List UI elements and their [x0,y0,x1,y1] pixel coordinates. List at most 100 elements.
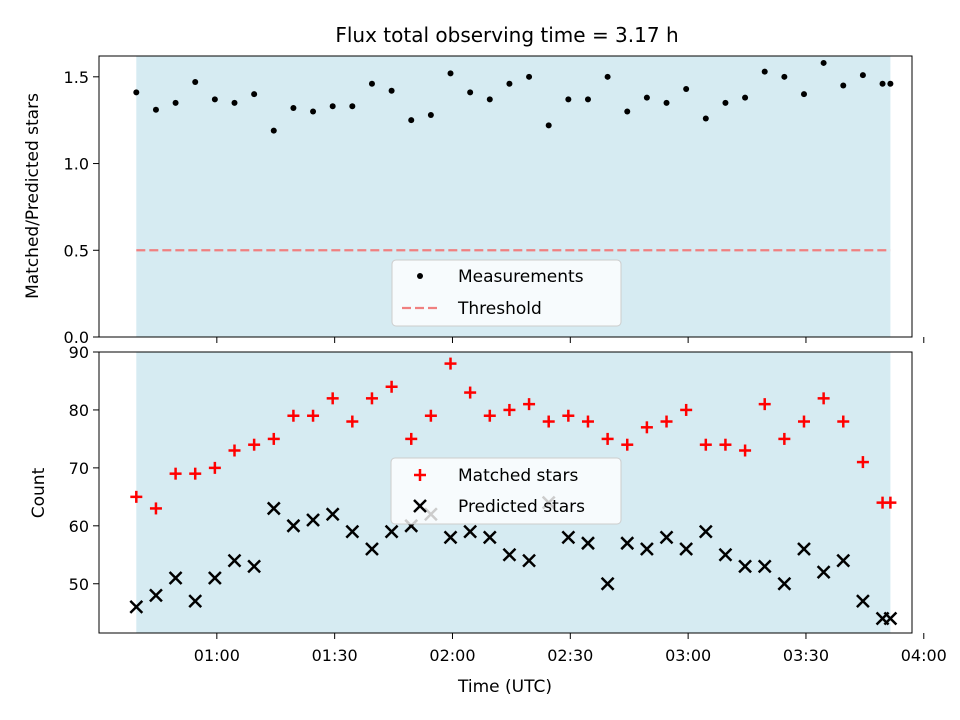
matched-star-point [523,398,536,411]
predicted-star-point [816,565,831,580]
matched-star-point [208,461,221,474]
measurement-point [368,80,375,87]
predicted-star-point [247,559,262,574]
measurement-point [172,99,179,106]
predicted-star-point [797,542,811,556]
matched-star-point [130,490,143,503]
matched-star-point [817,392,830,405]
x-tick-label: 03:00 [665,646,711,665]
x-tick-label: 02:00 [429,646,475,665]
x-tick-label: 03:30 [783,646,829,665]
legend-measurement-marker [417,273,423,279]
top-y-tick-label: 1.0 [64,155,89,174]
matched-star-point [405,432,418,445]
bottom-y-tick-label: 80 [69,401,89,420]
chart-title: Flux total observing time = 3.17 h [335,23,678,47]
top-y-tick-label: 0.0 [64,328,89,347]
predicted-star-point [306,513,320,527]
measurement-point [702,115,709,122]
matched-star-point [444,357,457,370]
matched-star-point [797,415,810,428]
matched-star-point [287,409,300,422]
matched-star-point [601,432,614,445]
predicted-star-point [738,559,752,574]
predicted-star-point [325,507,340,522]
matched-star-point [248,438,261,451]
matched-star-point [884,496,897,509]
measurement-point [820,59,827,66]
predicted-star-point [640,542,654,556]
bottom-axes-frame [98,351,913,634]
measurement-point [879,80,886,87]
measurement-point [624,108,631,115]
matched-star-point [385,380,398,393]
predicted-star-point [581,536,595,551]
top-legend: Measurements Threshold [391,259,622,327]
legend-matched-marker [414,469,426,481]
predicted-star-point [443,530,458,545]
predicted-star-point [227,553,242,568]
predicted-star-point [522,553,536,568]
top-axes-frame [98,55,913,338]
legend-predicted-marker [413,499,427,513]
predicted-star-point [777,576,792,591]
measurement-point [545,122,552,129]
measurement-point [486,96,493,103]
measurement-point [604,73,611,80]
matched-star-point [778,432,791,445]
matched-star-point [739,444,752,457]
predicted-star-point [168,571,183,585]
matched-star-point [189,467,202,480]
x-tick-label: 04:00 [901,646,947,665]
predicted-star-point [679,542,694,556]
legend-threshold-label: Threshold [457,299,542,319]
matched-star-point [464,386,477,399]
measurement-point [388,87,395,94]
measurement-point [251,91,258,98]
matched-star-point [621,438,634,451]
bottom-y-axis-label: Count [29,467,49,518]
predicted-star-point [718,547,733,562]
measurement-point [565,96,572,103]
measurement-point [152,106,159,113]
matched-star-point [483,409,496,422]
top-y-tick-label: 0.5 [64,241,89,260]
measurement-point [526,73,533,80]
predicted-star-point [286,518,301,533]
bottom-y-tick-label: 60 [69,517,89,536]
matched-star-point [640,421,653,434]
x-axis-label: Time (UTC) [457,677,552,697]
matched-star-point [365,392,378,405]
predicted-star-point [129,600,144,614]
matched-star-point [581,415,594,428]
predicted-star-point [207,571,222,585]
measurement-point [192,79,199,86]
predicted-star-point [757,559,772,574]
measurement-point [722,99,729,106]
measurement-point [643,94,650,101]
predicted-star-point [345,524,360,539]
predicted-star-point [384,524,399,539]
matched-star-point [307,409,320,422]
measurement-point [859,72,866,79]
matched-star-point [326,392,339,405]
measurement-point [408,117,415,124]
top-y-tick-label: 1.5 [64,68,89,87]
bottom-legend: Matched stars Predicted stars [390,457,622,525]
predicted-star-point [482,530,497,545]
measurement-point [800,91,807,98]
measurement-point [290,105,297,112]
predicted-star-point [883,611,898,626]
bottom-y-tick-label: 90 [69,343,89,362]
matched-star-point [562,409,575,422]
predicted-star-point [502,547,517,562]
predicted-star-point [365,542,379,556]
predicted-star-point [659,530,674,545]
predicted-star-point [266,501,281,516]
predicted-star-point [856,594,870,609]
top-legend-box [391,259,622,327]
predicted-star-point [600,576,615,591]
measurement-point [270,127,277,134]
measurement-point [211,96,218,103]
